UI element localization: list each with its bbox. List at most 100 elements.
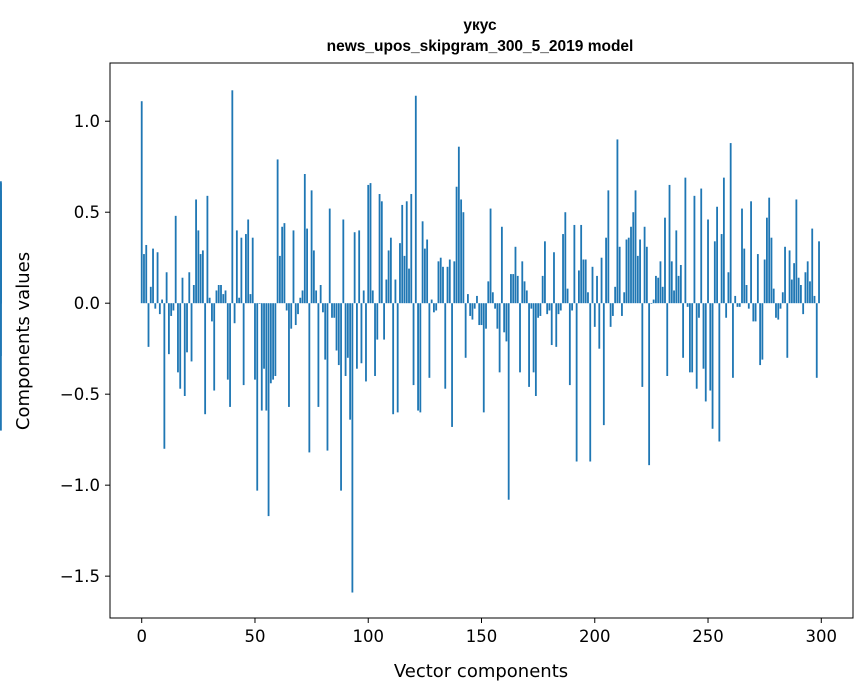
bar-47 [247,219,250,304]
bar-175 [537,303,540,318]
bar-278 [770,237,773,304]
x-tick-label: 0 [136,627,147,646]
bar-235 [673,290,675,304]
bar-227 [655,275,657,304]
bar-52 [258,303,261,304]
bar-174 [534,303,537,396]
bar-39 [229,303,231,407]
bar-270 [752,303,755,322]
bar-125 [423,248,426,304]
bar-18 [181,277,184,304]
bar-65 [288,303,290,407]
bar-210 [616,139,619,304]
bar-124 [421,221,424,304]
x-tick-label: 200 [579,627,611,646]
bar-186 [562,234,564,304]
bar-35 [220,285,222,304]
chart-subtitle: news_upos_skipgram_300_5_2019 model [327,38,634,55]
bar-299 [818,241,820,304]
bar-137 [451,303,453,427]
bar-78 [317,303,320,407]
bar-56 [267,303,270,517]
bar-263 [736,303,739,307]
chart-title: укус [463,17,497,34]
bar-191 [573,224,576,304]
bar-122 [417,303,419,411]
bar-197 [587,292,589,304]
bar-132 [439,257,442,304]
bar-251 [709,303,712,391]
bar-143 [464,303,467,358]
bar-96 [358,230,361,304]
bar-247 [700,188,703,304]
bar-66 [290,303,293,329]
bar-224 [648,303,651,466]
bar-3 [147,303,150,347]
bar-92 [349,303,352,420]
bar-290 [797,277,800,304]
y-tick-label: −1.0 [60,476,100,495]
bar-62 [281,226,284,304]
bar-105 [378,194,381,304]
bar-296 [811,228,814,304]
bar-115 [401,204,404,304]
bar-163 [510,274,512,304]
x-axis-label: Vector components [394,661,568,682]
bar-60 [276,159,279,304]
bar-103 [374,303,376,376]
bar-131 [437,261,440,304]
bar-55 [265,303,268,411]
bar-25 [197,230,200,304]
bar-91 [346,303,349,358]
bar-142 [462,212,465,304]
bar-73 [306,228,308,304]
bar-250 [707,219,709,304]
bar-77 [315,290,318,304]
y-axis-ticks: −1.5 −1.0 −0.5 0.0 0.5 1.0 [60,112,110,586]
bar-34 [217,285,220,304]
bar-248 [702,303,705,369]
x-tick-label: 150 [466,627,498,646]
bar-series [0,90,820,593]
bar-264 [738,303,741,307]
x-tick-label: 300 [806,627,838,646]
bar-87 [337,303,340,366]
bar-76 [312,250,315,304]
bar-58 [272,303,274,380]
bar-181 [550,303,553,346]
bar-9 [161,299,163,304]
bar-42 [235,230,238,304]
bar-31 [211,303,213,322]
bar-160 [503,303,506,333]
bar-100 [367,184,370,304]
bar-258 [725,303,728,318]
bar-268 [747,303,750,309]
bar-166 [516,275,519,304]
bar-162 [507,303,510,500]
bar-293 [804,272,807,304]
bar-16 [177,303,179,373]
bar-106 [380,201,383,304]
bar-199 [591,266,594,304]
bar-99 [365,303,367,382]
bar-226 [652,299,655,304]
bar-59 [274,303,277,376]
bar-159 [500,226,503,304]
bar-30 [208,297,211,304]
bar-undefined [0,190,2,304]
bar-177 [541,275,544,304]
bar-135 [446,266,449,304]
bar-111 [392,303,395,415]
bar-282 [779,303,782,309]
bar-171 [528,303,530,387]
bar-206 [607,190,610,304]
bar-86 [335,303,338,351]
bar-180 [548,303,551,311]
bar-261 [732,303,734,378]
bar-144 [467,294,469,304]
bar-94 [353,232,356,304]
bar-38 [226,303,229,380]
bar-275 [763,259,766,304]
bar-291 [799,285,802,304]
